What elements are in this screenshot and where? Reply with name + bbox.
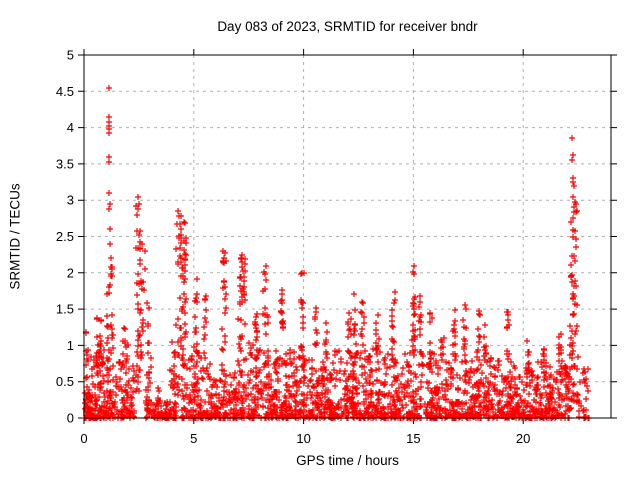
y-tick-label: 2.5 [56,229,74,244]
y-tick-label: 1.5 [56,302,74,317]
y-tick-label: 5 [67,48,74,63]
y-tick-label: 4.5 [56,84,74,99]
grid-lines [84,55,611,418]
x-tick-label: 15 [406,431,420,446]
x-tick-label: 5 [190,431,197,446]
y-tick-label: 3 [67,193,74,208]
x-tick-label: 20 [516,431,530,446]
y-tick-label: 3.5 [56,156,74,171]
plot-border [83,54,612,419]
y-tick-label: 0.5 [56,374,74,389]
x-tick-label: 10 [296,431,310,446]
data-points [82,85,592,421]
y-tick-label: 0 [67,411,74,426]
y-tick-label: 1 [67,338,74,353]
chart-title: Day 083 of 2023, SRMTID for receiver bnd… [217,19,478,34]
axis-ticks [78,49,617,424]
x-axis-title: GPS time / hours [296,453,399,468]
y-tick-label: 4 [67,120,74,135]
y-tick-label: 2 [67,265,74,280]
x-tick-label: 0 [80,431,87,446]
